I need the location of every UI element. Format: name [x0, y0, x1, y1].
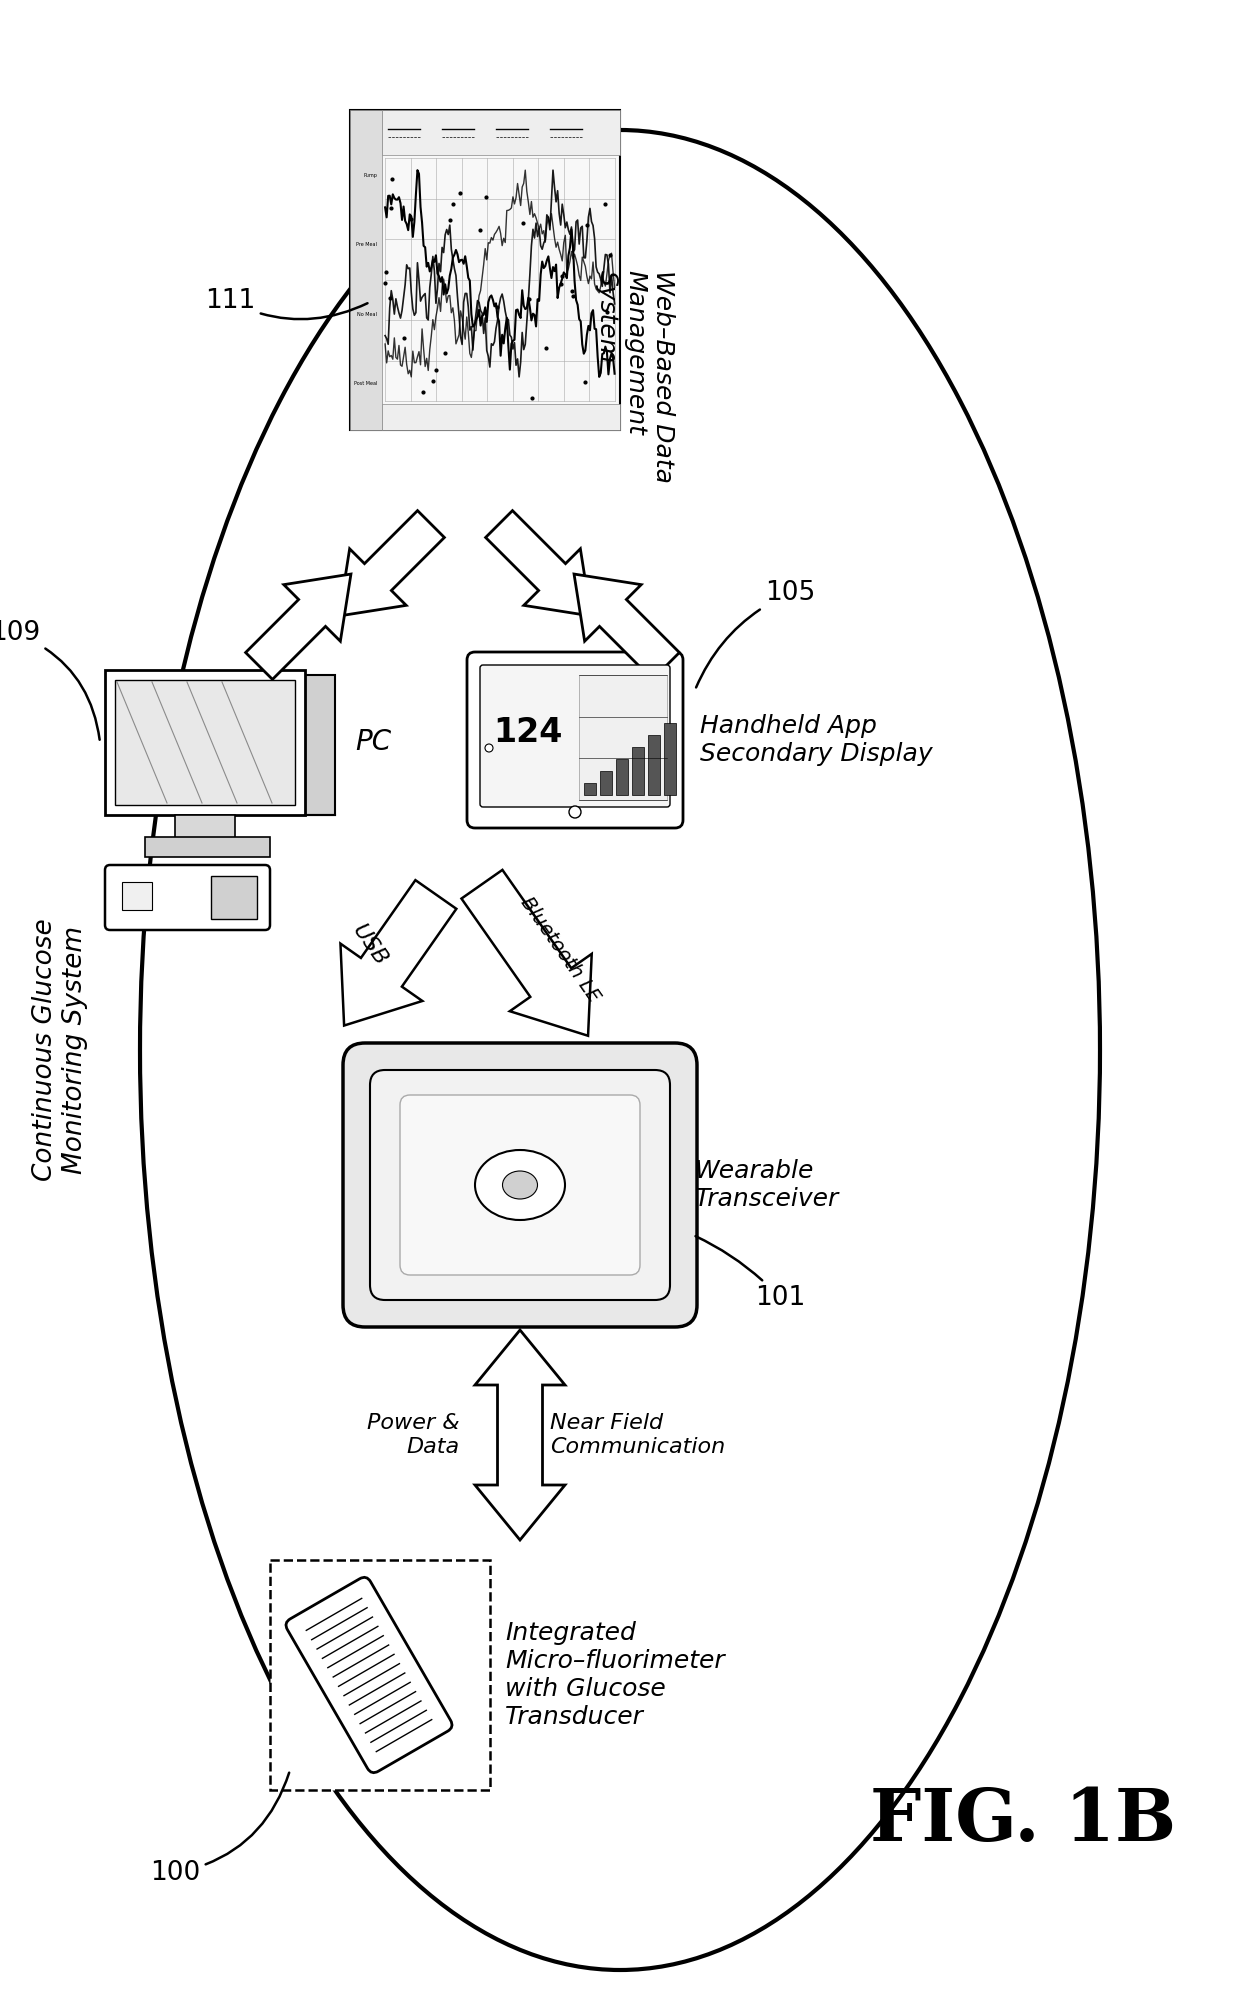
Text: 101: 101	[696, 1237, 805, 1311]
Bar	[350, 109, 620, 430]
Bar	[600, 772, 613, 796]
Bar	[105, 670, 305, 815]
FancyBboxPatch shape	[305, 674, 335, 815]
Polygon shape	[486, 511, 591, 617]
Text: Web–Based Data
Management
System: Web–Based Data Management System	[595, 271, 675, 483]
Bar	[270, 1559, 490, 1790]
Text: Integrated
Micro–fluorimeter
with Glucose
Transducer: Integrated Micro–fluorimeter with Glucos…	[505, 1621, 724, 1728]
Polygon shape	[574, 575, 680, 680]
Bar	[122, 881, 153, 911]
Text: 109: 109	[0, 621, 99, 740]
Text: Handheld App
Secondary Display: Handheld App Secondary Display	[701, 714, 932, 766]
Polygon shape	[339, 511, 444, 617]
FancyBboxPatch shape	[480, 664, 670, 808]
Polygon shape	[341, 879, 456, 1026]
FancyBboxPatch shape	[343, 1042, 697, 1327]
FancyBboxPatch shape	[467, 652, 683, 827]
Bar	[616, 760, 627, 796]
Text: Bluetooth LE: Bluetooth LE	[517, 893, 604, 1006]
Polygon shape	[475, 1331, 565, 1539]
Text: Post Meal: Post Meal	[353, 382, 377, 386]
FancyBboxPatch shape	[105, 865, 270, 931]
Text: Power &
Data: Power & Data	[367, 1414, 460, 1456]
Text: PC: PC	[355, 728, 391, 756]
Polygon shape	[246, 575, 351, 680]
Text: 105: 105	[696, 581, 815, 688]
Bar	[579, 674, 667, 800]
Text: Continuous Glucose
Monitoring System: Continuous Glucose Monitoring System	[32, 919, 88, 1181]
Bar	[663, 722, 676, 796]
Bar	[649, 736, 660, 796]
Text: Wearable
Transceiver: Wearable Transceiver	[694, 1160, 839, 1211]
Text: Near Field
Communication: Near Field Communication	[551, 1414, 725, 1456]
Circle shape	[485, 744, 494, 752]
Text: USB: USB	[348, 921, 392, 969]
Bar	[632, 748, 644, 796]
Text: 100: 100	[150, 1772, 289, 1886]
Ellipse shape	[475, 1150, 565, 1219]
Text: No Meal: No Meal	[357, 312, 377, 316]
Text: Pump: Pump	[363, 173, 377, 177]
Bar	[382, 109, 620, 155]
Bar	[584, 784, 596, 796]
Text: Pre Meal: Pre Meal	[356, 243, 377, 247]
FancyBboxPatch shape	[286, 1577, 453, 1772]
Bar	[175, 815, 236, 839]
Text: 124: 124	[494, 716, 563, 748]
Polygon shape	[461, 869, 591, 1036]
Ellipse shape	[502, 1172, 537, 1199]
Ellipse shape	[140, 129, 1100, 1969]
Text: FIG. 1B: FIG. 1B	[870, 1784, 1176, 1856]
Circle shape	[569, 806, 582, 817]
Bar	[382, 404, 620, 430]
Bar	[115, 680, 295, 806]
Bar	[145, 837, 270, 857]
Bar	[211, 875, 257, 919]
FancyBboxPatch shape	[401, 1096, 640, 1275]
FancyBboxPatch shape	[370, 1070, 670, 1301]
Text: 111: 111	[205, 288, 367, 318]
Bar	[350, 109, 382, 430]
